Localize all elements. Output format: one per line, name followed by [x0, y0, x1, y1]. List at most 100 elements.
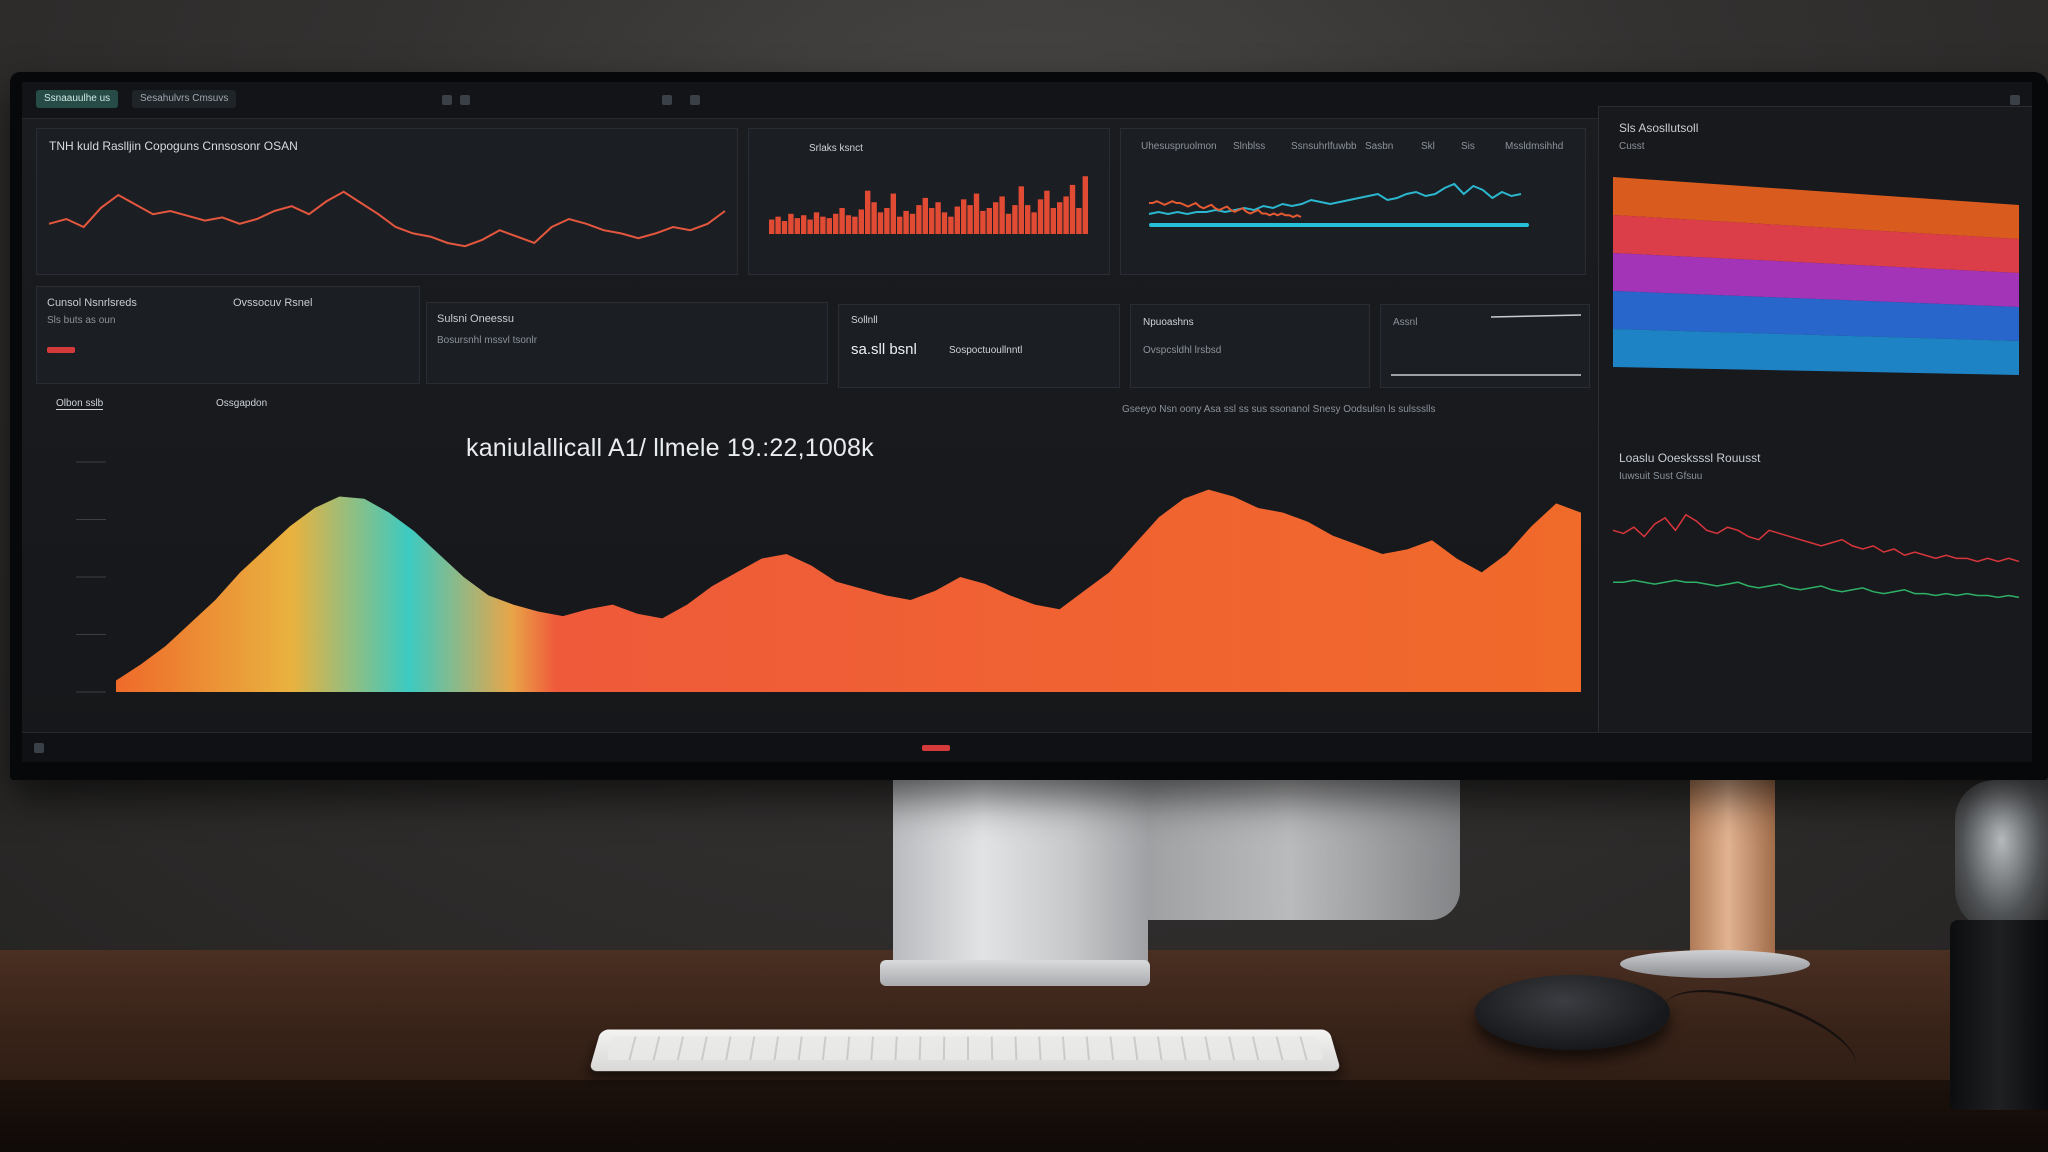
spark-bar-chart — [769, 176, 1088, 234]
spark-bar — [1031, 212, 1037, 234]
spark-bar — [807, 219, 813, 234]
spark-bar — [801, 215, 807, 234]
spark-bar — [948, 216, 954, 234]
spark-bar — [909, 213, 916, 234]
cyan-baseline — [1149, 223, 1529, 227]
mini-line — [1391, 314, 1582, 376]
spark-panel: Srlaks ksnct — [748, 128, 1110, 275]
meta-title: Npuoashns — [1143, 317, 1194, 328]
mini-title: Assnl — [1393, 317, 1418, 328]
spark-bar — [826, 218, 832, 234]
spark-bar — [1050, 208, 1056, 234]
spark-bar — [993, 202, 999, 234]
kpi-value: sa.sll bsnl — [851, 341, 917, 358]
spark-title: Srlaks ksnct — [809, 143, 863, 154]
sales-line: Bosursnhl mssvl tsonlr — [437, 335, 538, 346]
orange-series-line — [1149, 200, 1302, 219]
tab-secondary[interactable]: Sesahulvrs Cmsuvs — [132, 90, 237, 108]
meta-note: Ovspcsldhl lrsbsd — [1143, 345, 1222, 356]
spark-bar — [935, 202, 941, 234]
spark-bar — [890, 193, 896, 234]
spark-bar — [1082, 176, 1088, 234]
spark-bar — [903, 210, 909, 234]
status-bar — [22, 732, 2032, 762]
settings-icon[interactable] — [690, 95, 700, 105]
spark-bar — [845, 215, 852, 234]
spark-bar — [865, 190, 871, 234]
spark-bar — [781, 221, 788, 234]
menu-icon[interactable] — [442, 95, 452, 105]
spark-bar — [852, 216, 858, 234]
status-subtitle: Ovssocuv Rsnel — [233, 297, 313, 309]
spark-bar — [820, 216, 826, 234]
status-card: Cunsol Nsnrlsreds Ovssocuv Rsnel Sls but… — [36, 286, 420, 384]
stacked-band-chart — [1613, 177, 2019, 375]
glass-object — [1955, 780, 2048, 930]
dashboard-screen: Ssnaauulhe us Sesahulvrs Cmsuvs TNH kuld… — [22, 82, 2032, 762]
cyan-series-line — [1148, 182, 1522, 216]
spark-bar — [839, 208, 845, 234]
tab-overview[interactable]: Ssnaauulhe us — [36, 90, 119, 108]
kpi-title: Sollnll — [851, 315, 878, 326]
band-series — [1613, 215, 2019, 273]
monitor-stand-base — [880, 960, 1150, 986]
sales-card: Sulsni Oneessu Bosursnhl mssvl tsonlr — [426, 302, 828, 384]
spark-bar — [961, 199, 967, 234]
spark-bar — [871, 202, 877, 234]
kpi-card[interactable]: Sollnll sa.sll bsnl Sospoctuoullnntl — [838, 304, 1120, 388]
spark-bar — [1044, 190, 1050, 234]
spark-bar — [1069, 184, 1076, 234]
band-series — [1613, 253, 2019, 307]
spark-bar — [1063, 196, 1069, 234]
mini-line-top — [1490, 314, 1582, 318]
cyan-panel-label: Sis — [1461, 141, 1475, 152]
side-lower-title: Loaslu Ooesksssl Rouusst — [1619, 451, 1761, 465]
spark-bar — [941, 212, 948, 234]
black-mug — [1950, 920, 2048, 1110]
close-icon[interactable] — [2010, 95, 2020, 105]
cyan-panel-label: Slnblss — [1233, 141, 1266, 152]
spark-bar — [1076, 208, 1082, 234]
overview-line-chart — [48, 190, 726, 248]
spark-bar — [1025, 205, 1031, 234]
desk-edge — [0, 1080, 2048, 1152]
spark-bar — [884, 208, 890, 234]
cyan-panel-label: Ssnsuhrlfuwbb — [1291, 141, 1357, 152]
lamp-base — [1620, 950, 1810, 978]
main-area-series — [116, 489, 1581, 692]
tab-main-chart[interactable]: Olbon sslb — [56, 398, 104, 410]
overview-panel: TNH kuld Raslljin Copoguns Cnnsosonr OSA… — [36, 128, 738, 275]
keyboard-keys — [606, 1036, 1324, 1061]
grid-icon[interactable] — [460, 95, 470, 105]
spark-bar — [954, 206, 960, 234]
spark-bar — [967, 205, 973, 234]
status-note: Sls buts as oun — [47, 315, 116, 326]
spark-bar — [1018, 186, 1024, 234]
cyan-panel-label: Uhesuspruolmon — [1141, 141, 1217, 152]
spark-bar — [897, 216, 903, 234]
spark-bar — [833, 213, 839, 234]
status-alert — [922, 745, 950, 751]
cyan-panel: Uhesuspruolmon Slnblss Ssnsuhrlfuwbb Sasbn S… — [1120, 128, 1586, 275]
side-panel: Sls Asosllutsoll Cusst Loaslu Ooesksssl … — [1598, 106, 2032, 734]
filter-icon[interactable] — [662, 95, 672, 105]
side-panel-subtitle: Cusst — [1619, 141, 1645, 152]
meta-card: Npuoashns Ovspcsldhl lrsbsd — [1130, 304, 1370, 388]
spark-bar — [794, 218, 800, 234]
kpi-side-label: Sospoctuoullnntl — [949, 345, 1023, 356]
green-series-line — [1613, 579, 2020, 599]
spark-bar — [916, 205, 922, 234]
tab-comparison[interactable]: Ossgapdon — [216, 398, 268, 409]
side-line-chart — [1612, 513, 2020, 599]
spark-bar — [769, 219, 775, 234]
main-area-chart — [76, 461, 1581, 693]
status-title: Cunsol Nsnrlsreds — [47, 297, 137, 309]
spark-bar — [877, 212, 884, 234]
spark-bar — [999, 196, 1005, 234]
spark-bar — [813, 212, 820, 234]
spark-bar — [922, 197, 928, 234]
monitor-stand-back — [1120, 770, 1460, 920]
cyan-panel-label: Skl — [1421, 141, 1435, 152]
status-icon[interactable] — [34, 743, 44, 753]
overview-series-line — [48, 190, 726, 248]
